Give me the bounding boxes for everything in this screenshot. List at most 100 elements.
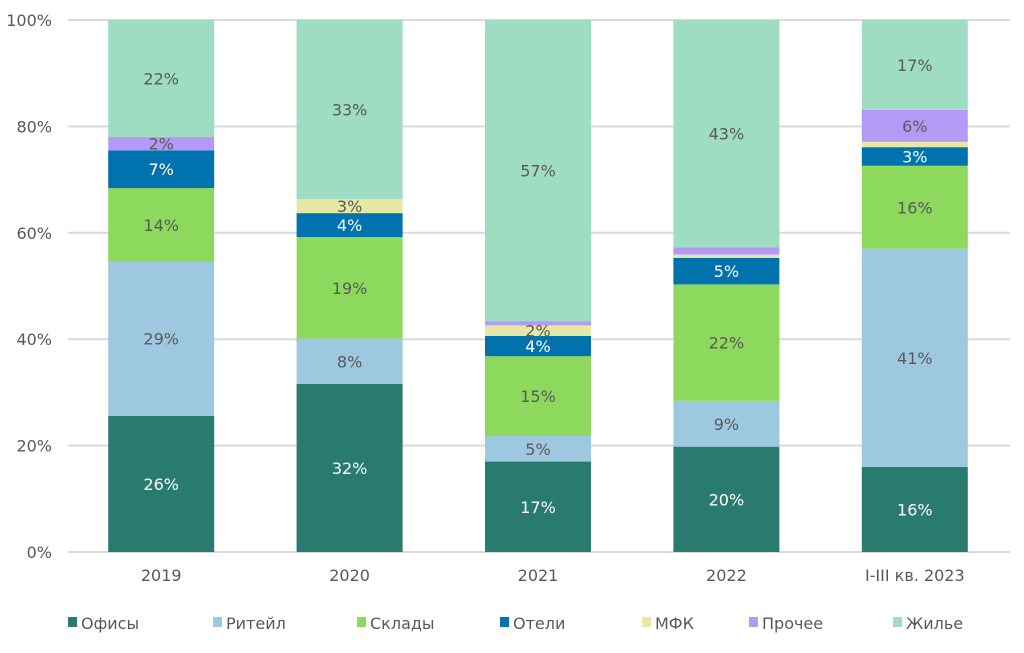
bar-segment-Жилье-2019 [108, 20, 215, 138]
data-label: 14% [143, 216, 179, 235]
data-label: 2% [149, 135, 174, 154]
x-category-label: 2019 [141, 566, 182, 585]
x-category-label: 2021 [518, 566, 559, 585]
bar-segment-Офисы-2022 [673, 446, 780, 552]
data-label: 26% [143, 475, 179, 494]
y-axis-ticks: 0% 20% 40% 60% 80% 100% [6, 11, 52, 562]
y-tick-label: 20% [16, 437, 52, 456]
bar-segment-Жилье-2021 [485, 20, 591, 322]
bars [108, 20, 968, 552]
bar-segment-Отели-2019 [108, 150, 215, 189]
legend-item: МФК [642, 614, 695, 633]
data-label: 33% [332, 101, 368, 120]
data-label: 9% [714, 415, 739, 434]
bar-segment-Отели-2020 [296, 213, 403, 238]
bar-segment-Офисы-2021 [485, 461, 591, 552]
bar-segment-Склады-2019 [108, 188, 215, 262]
legend: Офисы Ритейл Склады Отели МФК Прочее Жилье [68, 614, 963, 633]
legend-label: МФК [655, 614, 695, 633]
legend-label: Склады [370, 614, 435, 633]
bar-segment-Ритейл-2019 [108, 261, 215, 416]
bar-segment-Прочее-2019 [108, 137, 215, 151]
legend-swatch [68, 617, 77, 627]
bar-segment-Ритейл-I-III кв. 2023 [861, 248, 968, 467]
legend-swatch [642, 617, 651, 627]
bar-segment-Склады-2020 [296, 237, 403, 339]
data-label: 4% [337, 216, 362, 235]
bar-segment-Ритейл-2022 [673, 400, 780, 447]
y-tick-label: 100% [6, 11, 52, 30]
bar-segment-МФК-2022 [673, 254, 780, 258]
x-category-label: 2022 [706, 566, 747, 585]
legend-label: Ритейл [226, 614, 286, 633]
data-label: 5% [525, 440, 550, 459]
legend-label: Прочее [762, 614, 823, 633]
x-axis-categories: 2019 2020 2021 2022 I-III кв. 2023 [141, 566, 965, 585]
legend-swatch [500, 617, 509, 627]
data-label: 8% [337, 352, 362, 371]
legend-swatch [749, 617, 758, 627]
bar-segment-Склады-I-III кв. 2023 [861, 165, 968, 249]
legend-item: Жилье [893, 614, 963, 633]
y-tick-label: 80% [16, 117, 52, 136]
bar-segment-Склады-2022 [673, 284, 780, 401]
data-label: 2% [525, 322, 550, 341]
bar-segment-Ритейл-2020 [296, 338, 403, 384]
bar-segment-Прочее-2022 [673, 247, 780, 255]
legend-label: Отели [513, 614, 565, 633]
data-label: 3% [902, 147, 927, 166]
bar-segment-Жилье-2020 [296, 20, 403, 200]
data-label: 7% [149, 160, 174, 179]
y-tick-label: 0% [27, 543, 52, 562]
data-label: 16% [897, 500, 933, 519]
data-label: 22% [709, 334, 745, 353]
data-label: 29% [143, 330, 179, 349]
data-label: 57% [520, 162, 556, 181]
legend-swatch [213, 617, 222, 627]
legend-item: Склады [357, 614, 435, 633]
bar-segment-Прочее-2021 [485, 321, 591, 326]
data-label: 41% [897, 349, 933, 368]
data-label: 22% [143, 70, 179, 89]
data-label: 32% [332, 459, 368, 478]
bar-segment-Офисы-2019 [108, 415, 215, 552]
bar-segment-Отели-2021 [485, 336, 591, 357]
data-label: 15% [520, 387, 556, 406]
data-label: 43% [709, 125, 745, 144]
bar-segment-МФК-I-III кв. 2023 [861, 141, 968, 148]
bar-segment-Офисы-2020 [296, 383, 403, 552]
bar-segment-Прочее-I-III кв. 2023 [861, 109, 968, 142]
bar-segment-Жилье-2022 [673, 20, 780, 248]
legend-item: Ритейл [213, 614, 286, 633]
y-tick-label: 60% [16, 224, 52, 243]
data-label: 17% [520, 498, 556, 517]
bar-segment-Офисы-I-III кв. 2023 [861, 466, 968, 552]
x-category-label: I-III кв. 2023 [865, 566, 965, 585]
data-labels: 26%29%14%7%2%22%32%8%19%4%3%33%17%5%15%4… [143, 56, 932, 519]
x-category-label: 2020 [329, 566, 370, 585]
data-label: 19% [332, 279, 368, 298]
legend-item: Отели [500, 614, 565, 633]
bar-segment-Жилье-I-III кв. 2023 [861, 20, 968, 110]
data-label: 5% [714, 262, 739, 281]
bar-segment-Склады-2021 [485, 356, 591, 437]
data-label: 6% [902, 117, 927, 136]
bar-segment-Ритейл-2021 [485, 436, 591, 462]
bar-segment-Отели-2022 [673, 257, 780, 285]
data-label: 20% [709, 490, 745, 509]
legend-item: Офисы [68, 614, 139, 633]
legend-swatch [893, 617, 902, 627]
y-tick-label: 40% [16, 330, 52, 349]
bar-segment-Отели-I-III кв. 2023 [861, 147, 968, 166]
bar-segment-МФК-2020 [296, 199, 403, 214]
data-label: 16% [897, 198, 933, 217]
data-label: 17% [897, 56, 933, 75]
legend-swatch [357, 617, 366, 627]
legend-label: Офисы [81, 614, 139, 633]
legend-label: Жилье [906, 614, 963, 633]
bar-segment-МФК-2021 [485, 325, 591, 337]
data-label: 4% [525, 337, 550, 356]
legend-item: Прочее [749, 614, 823, 633]
data-label: 3% [337, 197, 362, 216]
